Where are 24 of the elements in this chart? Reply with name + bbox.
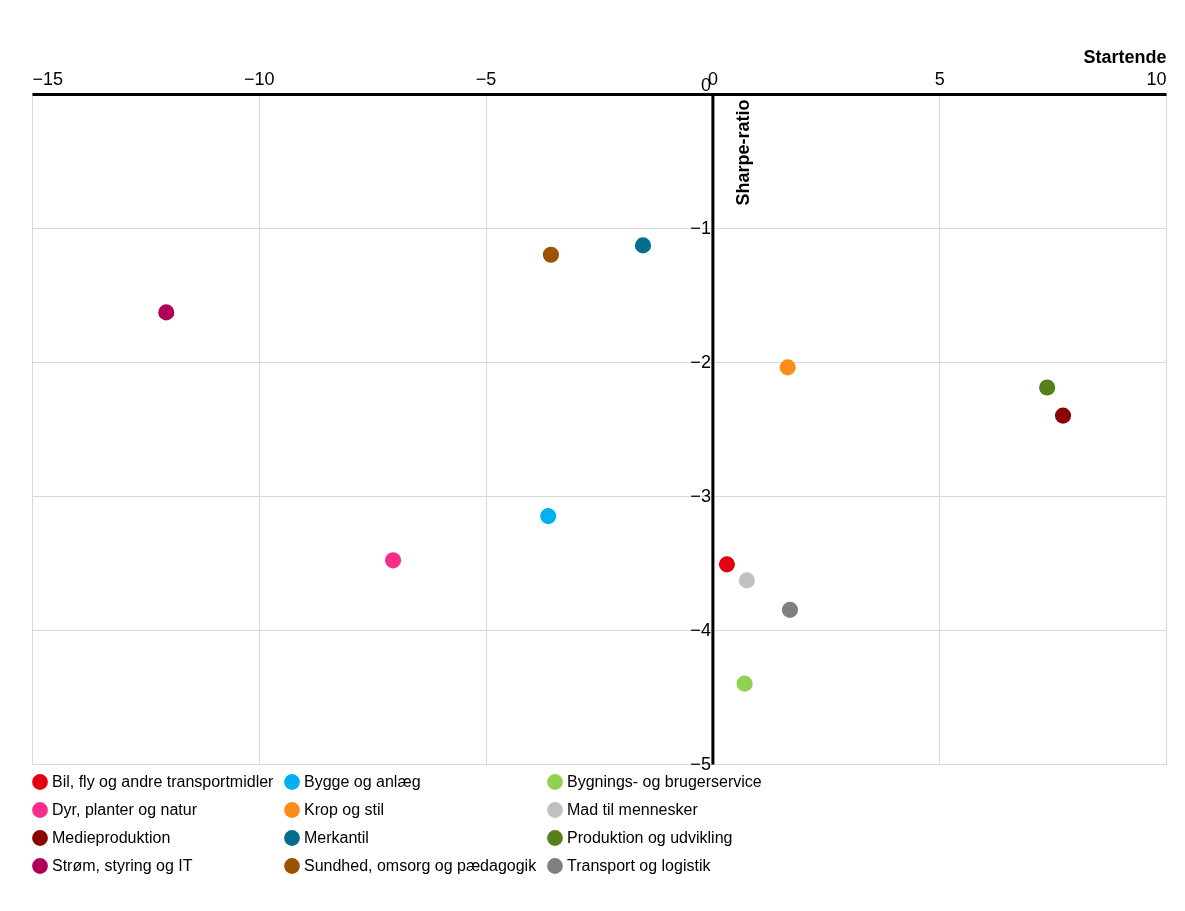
y-axis-title: Sharpe-ratio bbox=[732, 99, 753, 206]
legend-label: Bil, fly og andre transportmidler bbox=[52, 773, 275, 790]
legend-label: Merkantil bbox=[304, 829, 369, 846]
y-tick-label: −5 bbox=[690, 753, 711, 774]
y-tick-label: −3 bbox=[690, 485, 711, 506]
x-tick-label: 5 bbox=[934, 68, 945, 89]
legend-label: Sundhed, omsorg og pædagogik bbox=[304, 857, 538, 874]
legend-label: Dyr, planter og natur bbox=[52, 801, 198, 818]
legend-label: Krop og stil bbox=[304, 801, 385, 818]
x-tick-label: −10 bbox=[244, 68, 275, 89]
x-tick-label: −5 bbox=[475, 68, 497, 89]
legend-label: Bygge og anlæg bbox=[304, 773, 421, 790]
legend-label: Bygnings- og brugerservice bbox=[567, 773, 762, 790]
y-tick-label: −2 bbox=[690, 351, 711, 372]
legend-label: Produktion og udvikling bbox=[567, 829, 733, 846]
legend-label: Mad til mennesker bbox=[567, 801, 699, 818]
x-tick-label: 10 bbox=[1146, 68, 1167, 89]
y-tick-label: −1 bbox=[690, 217, 711, 238]
y-tick-label: −4 bbox=[690, 619, 711, 640]
x-tick-label: −15 bbox=[32, 68, 64, 89]
legend-label: Strøm, styring og IT bbox=[52, 857, 193, 874]
legend-label: Transport og logistik bbox=[567, 857, 712, 874]
x-axis-title: Startende bbox=[1083, 46, 1167, 67]
legend-label: Medieproduktion bbox=[52, 829, 171, 846]
